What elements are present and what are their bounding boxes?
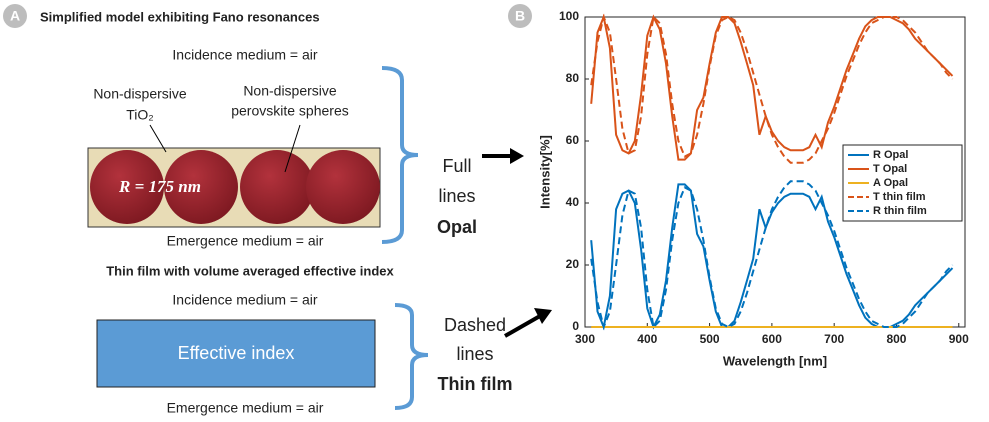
panel-label: A [10,8,20,24]
x-tick-label: 400 [637,332,657,346]
note: lines [456,344,493,364]
box-label: Effective index [178,343,295,363]
x-tick-label: 300 [575,332,595,346]
legend-label: R Opal [873,149,908,161]
series-line [590,180,954,331]
y-tick-label: 0 [572,319,579,333]
x-tick-label: 900 [949,332,969,346]
x-tick-label: 800 [886,332,906,346]
x-tick-label: 500 [700,332,720,346]
tio2-label: Non-dispersive [93,86,187,102]
y-axis-label: Intensity[%] [537,135,552,209]
y-tick-label: 20 [566,257,580,271]
y-tick-label: 80 [566,71,580,85]
note: lines [438,186,475,206]
sphere [306,150,380,224]
arrow [504,314,541,338]
legend-label: T thin film [873,191,926,203]
pointer [284,124,301,173]
spheres-label: perovskite spheres [231,103,349,119]
section-title: Thin film with volume averaged effective… [106,263,394,278]
emergence-label: Emergence medium = air [167,233,324,249]
sphere [164,150,238,224]
x-tick-label: 600 [762,332,782,346]
x-axis-label: Wavelength [nm] [723,353,827,368]
tio2-label: TiO₂ [126,107,153,123]
radius-label: R = 175 nm [118,177,201,196]
note: Full [442,156,471,176]
panel-title: Simplified model exhibiting Fano resonan… [40,9,320,24]
emergence-label: Emergence medium = air [167,400,324,416]
note: Opal [437,217,477,237]
panel-label: B [515,8,525,24]
note: Thin film [438,374,513,394]
series-line [590,13,954,164]
bracket [381,66,419,244]
bracket [394,303,429,410]
legend-label: R thin film [873,205,927,217]
arrow-head [534,308,552,324]
pointer [149,124,167,153]
y-tick-label: 100 [559,9,579,23]
spheres-label: Non-dispersive [243,83,337,99]
sphere [240,150,314,224]
panel-badge [3,4,27,28]
incidence-label: Incidence medium = air [172,292,317,308]
x-tick-label: 700 [824,332,844,346]
legend-label: A Opal [873,177,908,189]
arrow-head [510,148,524,164]
panel-badge [508,4,532,28]
legend-label: T Opal [873,163,907,175]
incidence-label: Incidence medium = air [172,47,317,63]
note: Dashed [444,315,506,335]
y-tick-label: 60 [566,133,580,147]
y-tick-label: 40 [566,195,580,209]
sphere [90,150,164,224]
effective-layer [96,319,376,388]
